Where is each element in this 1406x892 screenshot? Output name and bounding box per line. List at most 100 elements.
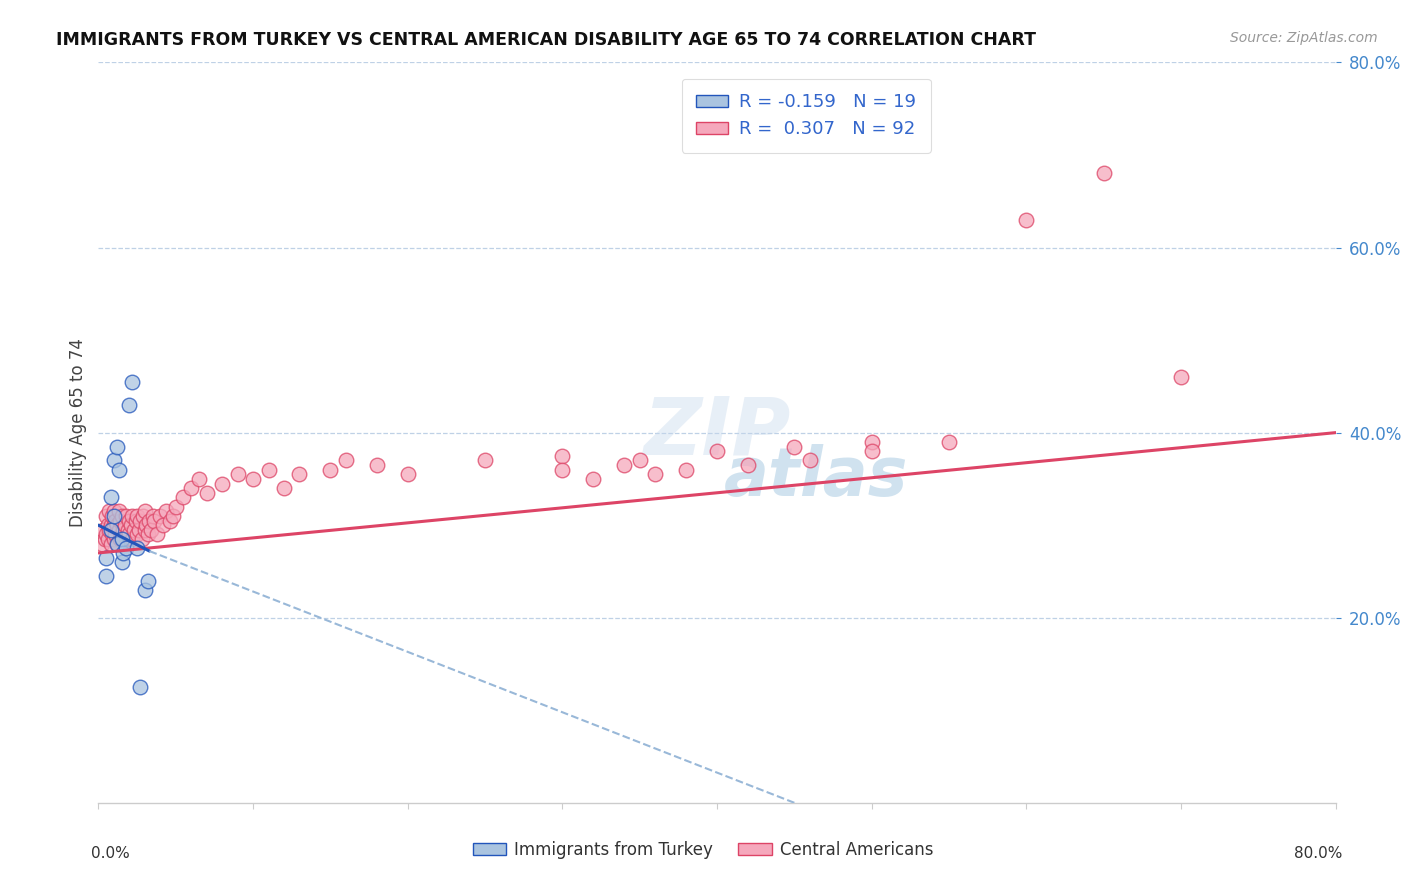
Point bbox=[139, 523, 162, 537]
Point bbox=[136, 574, 159, 588]
Point bbox=[129, 680, 152, 694]
Point bbox=[97, 518, 120, 533]
Point bbox=[105, 536, 128, 550]
Point bbox=[1170, 370, 1192, 384]
Point bbox=[115, 541, 138, 556]
Point bbox=[100, 518, 122, 533]
Text: Source: ZipAtlas.com: Source: ZipAtlas.com bbox=[1230, 31, 1378, 45]
Point bbox=[103, 532, 125, 546]
Point bbox=[118, 514, 141, 528]
Point bbox=[112, 532, 135, 546]
Point bbox=[143, 514, 166, 528]
Point bbox=[96, 508, 118, 523]
Point bbox=[104, 527, 127, 541]
Legend: Immigrants from Turkey, Central Americans: Immigrants from Turkey, Central American… bbox=[465, 835, 941, 866]
Point bbox=[134, 504, 156, 518]
Point bbox=[128, 523, 150, 537]
Point bbox=[152, 518, 174, 533]
Point bbox=[474, 453, 496, 467]
Point bbox=[111, 527, 132, 541]
Point bbox=[132, 508, 155, 523]
Point bbox=[98, 523, 121, 537]
Point bbox=[335, 453, 357, 467]
Point bbox=[226, 467, 249, 482]
Point bbox=[103, 453, 125, 467]
Point bbox=[115, 508, 138, 523]
Point bbox=[105, 536, 128, 550]
Point bbox=[242, 472, 264, 486]
Point bbox=[108, 532, 131, 546]
Point bbox=[155, 504, 177, 518]
Point bbox=[114, 518, 136, 533]
Point bbox=[131, 532, 153, 546]
Point bbox=[551, 462, 574, 476]
Point bbox=[105, 440, 128, 454]
Point bbox=[180, 481, 202, 495]
Point bbox=[127, 527, 149, 541]
Point bbox=[115, 532, 138, 546]
Point bbox=[103, 504, 125, 518]
Point bbox=[136, 527, 159, 541]
Point bbox=[101, 508, 124, 523]
Point bbox=[122, 523, 145, 537]
Point bbox=[938, 434, 960, 449]
Point bbox=[644, 467, 666, 482]
Point bbox=[551, 449, 574, 463]
Point bbox=[1092, 166, 1115, 180]
Point bbox=[90, 536, 112, 550]
Point bbox=[107, 523, 129, 537]
Point bbox=[706, 444, 728, 458]
Point bbox=[107, 504, 129, 518]
Point bbox=[146, 527, 169, 541]
Point bbox=[127, 508, 149, 523]
Point bbox=[582, 472, 605, 486]
Point bbox=[860, 444, 883, 458]
Point bbox=[799, 453, 821, 467]
Point bbox=[159, 514, 181, 528]
Point bbox=[319, 462, 342, 476]
Point bbox=[138, 514, 160, 528]
Point bbox=[149, 508, 172, 523]
Point bbox=[628, 453, 651, 467]
Point bbox=[118, 398, 141, 412]
Point bbox=[783, 440, 806, 454]
Point bbox=[105, 518, 128, 533]
Y-axis label: Disability Age 65 to 74: Disability Age 65 to 74 bbox=[69, 338, 87, 527]
Point bbox=[91, 523, 114, 537]
Text: ZIP: ZIP bbox=[644, 393, 790, 472]
Point bbox=[675, 462, 697, 476]
Point bbox=[103, 518, 125, 533]
Point bbox=[96, 569, 118, 583]
Point bbox=[288, 467, 311, 482]
Text: IMMIGRANTS FROM TURKEY VS CENTRAL AMERICAN DISABILITY AGE 65 TO 74 CORRELATION C: IMMIGRANTS FROM TURKEY VS CENTRAL AMERIC… bbox=[56, 31, 1036, 49]
Point bbox=[211, 476, 233, 491]
Point bbox=[135, 518, 157, 533]
Point bbox=[257, 462, 280, 476]
Point bbox=[98, 504, 121, 518]
Point bbox=[96, 527, 118, 541]
Point bbox=[100, 536, 122, 550]
Point bbox=[195, 485, 218, 500]
Point bbox=[118, 527, 141, 541]
Legend: R = -0.159   N = 19, R =  0.307   N = 92: R = -0.159 N = 19, R = 0.307 N = 92 bbox=[682, 78, 931, 153]
Point bbox=[121, 375, 143, 389]
Text: atlas: atlas bbox=[724, 444, 908, 510]
Point bbox=[124, 514, 146, 528]
Point bbox=[737, 458, 759, 472]
Point bbox=[101, 527, 124, 541]
Point bbox=[96, 550, 118, 565]
Point bbox=[107, 462, 129, 476]
Point bbox=[97, 532, 120, 546]
Point bbox=[93, 532, 115, 546]
Point bbox=[111, 508, 132, 523]
Point bbox=[860, 434, 883, 449]
Point bbox=[104, 514, 127, 528]
Point bbox=[127, 541, 149, 556]
Point bbox=[100, 491, 122, 505]
Point bbox=[613, 458, 636, 472]
Point bbox=[162, 508, 184, 523]
Point bbox=[366, 458, 388, 472]
Point bbox=[108, 514, 131, 528]
Point bbox=[117, 523, 139, 537]
Text: 80.0%: 80.0% bbox=[1295, 847, 1343, 861]
